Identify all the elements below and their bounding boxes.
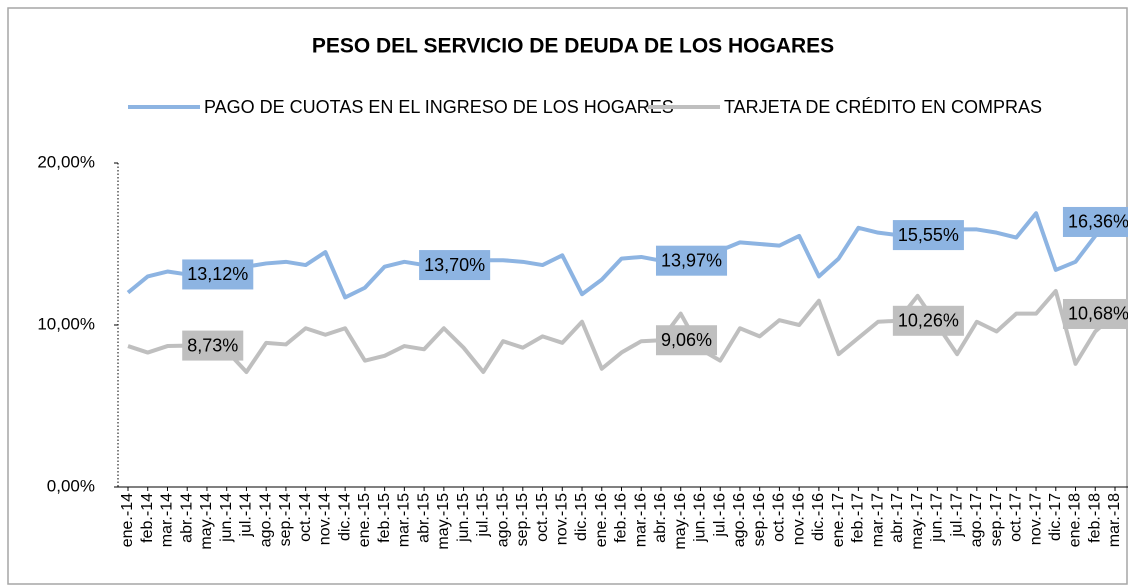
- series-line: [127, 288, 1117, 374]
- x-tick-label: nov.-14: [317, 493, 334, 545]
- data-label-text: 13,97%: [661, 250, 722, 270]
- x-tick-label: sep.-15: [514, 493, 531, 546]
- data-label-text: 13,12%: [187, 264, 248, 284]
- y-tick-label: 10,00%: [37, 314, 95, 333]
- chart-border: [7, 7, 1128, 585]
- data-label-box: [182, 259, 254, 290]
- chart-title: PESO DEL SERVICIO DE DEUDA DE LOS HOGARE…: [312, 35, 834, 58]
- x-tick-label: dic.-14: [336, 493, 353, 541]
- x-tick-label: may.-14: [198, 493, 215, 550]
- x-tick-label: oct.-17: [1008, 493, 1025, 542]
- x-tick-label: feb.-15: [376, 493, 393, 543]
- x-tick-label: oct.-16: [771, 493, 788, 542]
- data-label-text: 13,70%: [424, 255, 485, 275]
- data-label-box: [1062, 298, 1128, 329]
- x-tick-label: abr.-14: [178, 493, 195, 543]
- x-tick-label: dic.-16: [810, 493, 827, 541]
- legend-label: TARJETA DE CRÉDITO EN COMPRAS: [724, 97, 1042, 117]
- x-tick-label: abr.-16: [652, 493, 669, 543]
- data-label: 13,97%: [655, 245, 728, 276]
- x-tick-label: mar.-14: [159, 493, 176, 547]
- y-tick-label: 20,00%: [37, 152, 95, 171]
- x-tick-label: nov.-17: [1027, 493, 1044, 545]
- x-tick-label: jun.-15: [455, 493, 472, 543]
- data-label: 10,26%: [892, 305, 964, 336]
- x-tick-label: sep.-17: [988, 493, 1005, 546]
- x-tick-label: dic.-17: [1047, 493, 1064, 541]
- x-tick-label: ene.-17: [830, 493, 847, 547]
- x-tick-label: sep.-14: [277, 493, 294, 546]
- x-tick-label: jul.-16: [711, 493, 728, 538]
- x-tick-label: feb.-17: [850, 493, 867, 543]
- x-tick-label: jun.-16: [692, 493, 709, 543]
- x-tick-label: abr.-17: [889, 493, 906, 543]
- x-tick-label: may.-17: [909, 493, 926, 550]
- data-label: 16,36%: [1062, 206, 1128, 237]
- x-tick-label: jun.-14: [218, 493, 235, 543]
- x-tick-label: ene.-14: [119, 493, 136, 547]
- x-tick-label: sep.-16: [751, 493, 768, 546]
- data-label-text: 8,73%: [187, 335, 238, 355]
- data-label-text: 9,06%: [661, 330, 712, 350]
- data-label-text: 10,26%: [898, 311, 959, 331]
- data-label: 13,12%: [182, 259, 254, 290]
- x-tick-label: feb.-16: [613, 493, 630, 543]
- data-label-text: 15,55%: [898, 225, 959, 245]
- data-label-box: [892, 220, 964, 251]
- x-tick-label: nov.-15: [553, 493, 570, 545]
- x-tick-label: oct.-14: [297, 493, 314, 542]
- data-label-box: [892, 305, 964, 336]
- x-tick-label: mar.-18: [1106, 493, 1123, 547]
- x-tick-label: may.-16: [672, 493, 689, 550]
- legend-label: PAGO DE CUOTAS EN EL INGRESO DE LOS HOGA…: [204, 97, 674, 117]
- x-tick-label: abr.-15: [415, 493, 432, 543]
- data-label-box: [419, 250, 491, 281]
- x-tick-label: ago.-15: [494, 493, 511, 547]
- data-label-box: [182, 330, 244, 361]
- data-label-box: [655, 325, 718, 356]
- x-tick-label: feb.-18: [1086, 493, 1103, 543]
- x-tick-label: jun.-17: [929, 493, 946, 543]
- data-label: 13,70%: [419, 250, 491, 281]
- x-tick-label: dic.-15: [573, 493, 590, 541]
- x-tick-label: oct.-15: [534, 493, 551, 542]
- x-tick-label: nov.-16: [790, 493, 807, 545]
- x-tick-label: jul.-17: [948, 493, 965, 538]
- data-label: 8,73%: [182, 330, 244, 361]
- x-tick-label: mar.-15: [396, 493, 413, 547]
- x-tick-label: mar.-17: [869, 493, 886, 547]
- data-label: 10,68%: [1062, 298, 1128, 329]
- data-label: 9,06%: [655, 325, 718, 356]
- x-tick-label: ene.-18: [1067, 493, 1084, 547]
- x-tick-label: ago.-17: [968, 493, 985, 547]
- data-label-text: 10,68%: [1068, 304, 1128, 324]
- x-tick-label: may.-15: [435, 493, 452, 550]
- x-tick-label: ene.-15: [356, 493, 373, 547]
- x-tick-label: ago.-14: [257, 493, 274, 547]
- x-tick-label: ene.-16: [593, 493, 610, 547]
- data-label-box: [1062, 206, 1128, 237]
- x-tick-label: mar.-16: [632, 493, 649, 547]
- x-tick-label: feb.-14: [139, 493, 156, 543]
- data-label-text: 16,36%: [1068, 212, 1128, 232]
- x-tick-label: jul.-15: [475, 493, 492, 538]
- x-tick-label: ago.-16: [731, 493, 748, 547]
- y-tick-label: 0,00%: [47, 476, 95, 495]
- x-tick-label: jul.-14: [238, 493, 255, 538]
- data-label: 15,55%: [892, 220, 964, 251]
- data-label-box: [655, 245, 728, 276]
